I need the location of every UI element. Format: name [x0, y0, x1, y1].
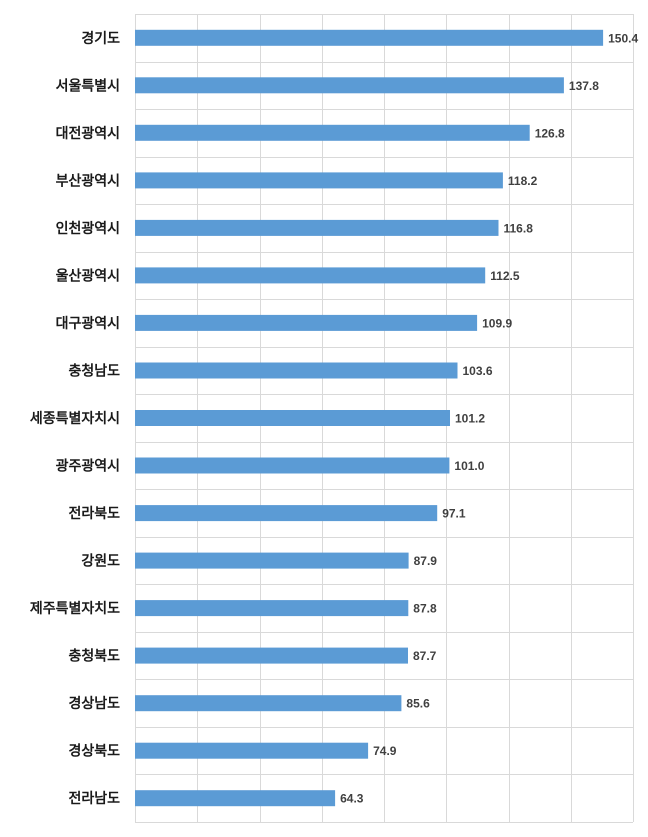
bar [135, 410, 450, 426]
value-label: 112.5 [490, 269, 520, 283]
bar [135, 124, 530, 141]
value-label: 64.3 [340, 792, 364, 806]
category-label: 서울특별시 [56, 77, 120, 94]
grid-lines [135, 14, 634, 823]
value-label: 116.8 [504, 221, 534, 235]
bars [135, 29, 604, 807]
bar [135, 790, 336, 807]
bar [135, 29, 604, 46]
category-labels: 경기도서울특별시대전광역시부산광역시인천광역시울산광역시대구광역시충청남도세종특… [30, 30, 120, 807]
value-label: 137.8 [569, 79, 599, 93]
bar [135, 77, 564, 94]
bar [135, 314, 478, 331]
bar [135, 695, 402, 712]
category-label: 인천광역시 [56, 220, 120, 237]
bar [135, 362, 458, 379]
value-label: 109.9 [482, 316, 512, 330]
category-label: 대구광역시 [56, 315, 120, 332]
bar [135, 552, 409, 569]
category-label: 충청남도 [68, 363, 120, 380]
category-label: 경상북도 [68, 743, 120, 760]
bar [135, 742, 369, 759]
bar [135, 267, 486, 284]
value-labels: 150.4 137.8 126.8 118.2 116.8 112.5 109.9 103.6… [340, 31, 638, 805]
value-label: 87.8 [413, 602, 437, 616]
value-label: 87.7 [413, 649, 437, 663]
category-label: 경상남도 [68, 695, 120, 712]
category-label: 제주특별자치도 [30, 600, 120, 617]
bar [135, 505, 438, 522]
category-label: 전라남도 [68, 790, 120, 807]
value-label: 103.6 [463, 364, 493, 378]
category-label: 충청북도 [68, 649, 120, 665]
value-label: 126.8 [535, 126, 565, 140]
bar [135, 457, 450, 474]
value-label: 85.6 [406, 697, 430, 711]
bar [135, 172, 503, 189]
bar [135, 647, 408, 664]
value-label: 101.2 [455, 412, 485, 426]
value-label: 101.0 [454, 459, 484, 473]
value-label: 74.9 [373, 744, 397, 758]
bar [135, 600, 409, 617]
category-label: 전라북도 [68, 505, 120, 522]
category-label: 부산광역시 [56, 172, 120, 189]
category-label: 강원도 [81, 553, 120, 570]
value-label: 87.9 [414, 554, 438, 568]
category-label: 대전광역시 [56, 125, 120, 142]
category-label: 세종특별자치시 [30, 410, 120, 427]
category-label: 경기도 [81, 30, 120, 47]
value-label: 150.4 [608, 31, 638, 45]
category-label: 광주광역시 [56, 458, 120, 475]
bar [135, 219, 499, 236]
value-label: 118.2 [508, 174, 538, 188]
value-label: 97.1 [442, 507, 466, 521]
category-label: 울산광역시 [56, 267, 120, 284]
